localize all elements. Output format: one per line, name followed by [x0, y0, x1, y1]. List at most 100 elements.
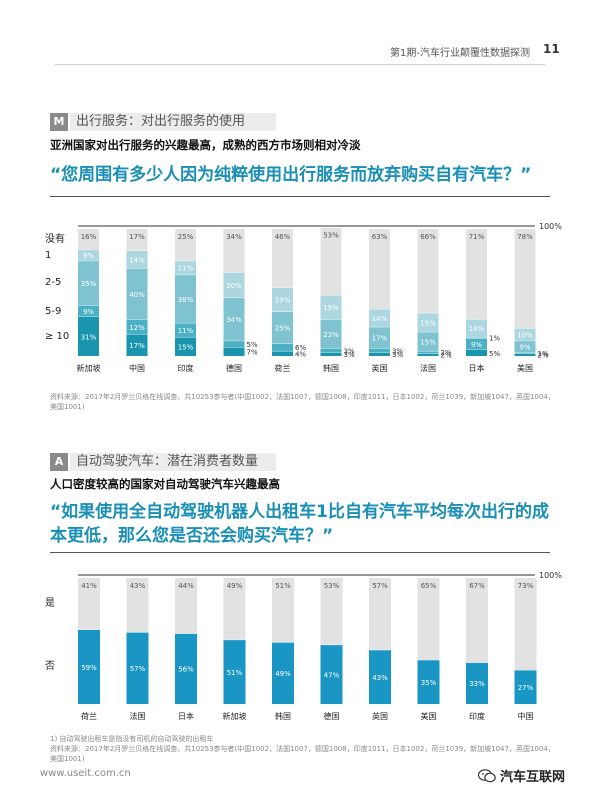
data-label: 53% [324, 582, 340, 590]
bar-segment [514, 353, 536, 356]
section1-question: “您周围有多少人因为纯粹使用出行服务而放弃购买自有汽车？” [50, 165, 532, 185]
bar-segment [320, 644, 343, 704]
data-label: 44% [178, 582, 194, 590]
bar-segment [223, 578, 246, 640]
category-label: 英国 [372, 711, 388, 721]
data-label: 20% [226, 282, 242, 290]
bar-segment [417, 578, 440, 660]
data-label: 67% [469, 582, 485, 590]
category-label: 荷兰 [81, 711, 97, 721]
bar-segment [466, 229, 487, 320]
category-label: 中国 [129, 363, 145, 373]
bar-segment [320, 227, 342, 296]
data-label: 51% [227, 669, 243, 677]
data-label: 71% [469, 233, 485, 241]
data-label: 57% [130, 665, 146, 673]
bar-segment [320, 578, 343, 645]
section2-subtitle: 人口密度较高的国家对自动驾驶汽车兴趣最高 [50, 477, 280, 491]
footer-url[interactable]: www.useit.com.cn [40, 768, 131, 779]
hundred-percent-label: 100% [539, 222, 562, 231]
bar-segment [514, 340, 536, 353]
data-label: 9% [83, 252, 94, 260]
legend-label: ≥ 10 [45, 331, 69, 342]
bar-segment [320, 295, 342, 320]
page-number: 11 [543, 42, 560, 56]
bar-segment [126, 268, 148, 320]
legend-label: 2-5 [45, 277, 61, 288]
bar-segment [175, 229, 196, 261]
data-label: 15% [420, 338, 436, 346]
bar-segment [320, 319, 342, 349]
category-label: 中国 [518, 711, 534, 721]
data-label: 59% [81, 664, 97, 672]
section1-subtitle: 亚洲国家对出行服务的兴趣最高，成熟的西方市场则相对冷淡 [50, 138, 361, 152]
chart2-svg: 100% 是否 59% 41% 荷兰 57% 43% 法国 56% 44% 日本 51% 49% 新加坡 4… [45, 571, 562, 721]
data-label: 34% [226, 233, 242, 241]
header-divider [55, 64, 545, 65]
legend-label: 5-9 [45, 306, 61, 317]
bar-segment [369, 309, 390, 327]
data-label: 73% [518, 582, 534, 590]
data-label: 7% [247, 349, 258, 357]
bar-segment [466, 349, 487, 356]
bar-segment [417, 312, 439, 332]
data-label: 11% [178, 327, 194, 335]
bar-segment [272, 343, 293, 351]
bar-segment [417, 353, 439, 356]
category-label: 美国 [421, 711, 437, 721]
category-label: 韩国 [323, 363, 339, 373]
category-label: 新加坡 [77, 363, 101, 373]
bar-segment [223, 229, 245, 273]
bar-segment [514, 578, 537, 670]
legend-label: 是 [45, 597, 55, 609]
data-label: 3% [344, 351, 355, 359]
data-label: 65% [421, 582, 437, 590]
bar-segment [417, 331, 439, 351]
bar-segment [126, 229, 148, 251]
data-label: 5% [247, 341, 258, 349]
bar-segment [175, 260, 196, 275]
header-title: 第1期-汽车行业颠覆性数据探测 [390, 48, 530, 59]
data-label: 3% [392, 351, 403, 359]
data-label: 34% [226, 316, 242, 324]
bar-segment [78, 260, 99, 306]
data-label: 1% [538, 350, 549, 358]
data-label: 25% [275, 324, 291, 332]
category-label: 德国 [324, 711, 340, 721]
data-label: 51% [275, 582, 291, 590]
bar-segment [417, 350, 439, 354]
bar-segment [175, 336, 196, 356]
data-label: 35% [81, 280, 97, 288]
data-label: 5% [489, 350, 500, 358]
chart1-svg: 100% 没有 1 2-5 5-9 ≥ 10 31% 9% 35% 9% 16% 新加坡 17% 12% 4… [45, 222, 562, 373]
bar-segment [466, 578, 488, 663]
category-label: 印度 [469, 711, 485, 721]
data-label: 49% [227, 582, 243, 590]
bar-segment [466, 319, 487, 337]
bar-segment [175, 578, 197, 634]
data-label: 53% [323, 232, 339, 240]
category-label: 德国 [226, 363, 242, 373]
data-label: 41% [81, 582, 97, 590]
data-label: 14% [469, 325, 485, 333]
category-label: 法国 [420, 363, 436, 373]
data-label: 46% [275, 233, 291, 241]
bar-segment [78, 305, 99, 317]
data-label: 19% [275, 296, 291, 304]
data-label: 14% [372, 315, 388, 323]
bar-segment [175, 322, 196, 337]
data-label: 66% [420, 233, 436, 241]
data-label: 17% [372, 335, 388, 343]
category-label: 法国 [130, 711, 146, 721]
bar-segment [223, 639, 246, 704]
section2-note: 1) 自动驾驶出租车是指没有司机的自动驾驶的出租车 [50, 735, 214, 743]
bar-segment [272, 350, 293, 356]
bar-segment [223, 347, 245, 356]
data-label: 43% [130, 582, 146, 590]
bar-segment [126, 578, 149, 633]
data-label: 2% [441, 352, 452, 360]
bar-segment [223, 340, 245, 348]
data-label: 35% [421, 679, 437, 687]
data-label: 56% [178, 666, 194, 674]
category-label: 美国 [517, 363, 533, 373]
